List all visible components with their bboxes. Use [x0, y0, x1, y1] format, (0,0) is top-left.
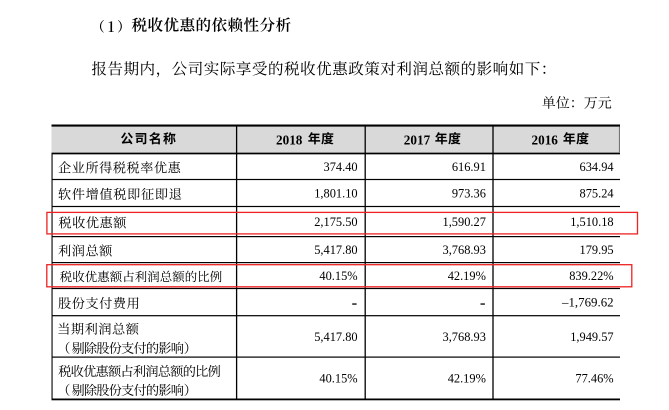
svg-text:374.40: 374.40	[324, 160, 358, 174]
svg-text:40.15%: 40.15%	[319, 372, 357, 386]
svg-text:40.15%: 40.15%	[319, 269, 357, 283]
svg-text:875.24: 875.24	[580, 186, 614, 200]
svg-text:1,510.18: 1,510.18	[570, 215, 613, 229]
svg-text:634.94: 634.94	[580, 160, 614, 174]
svg-text:1,949.57: 1,949.57	[570, 330, 613, 344]
svg-text:2017: 2017	[404, 132, 431, 147]
svg-text:42.19%: 42.19%	[448, 372, 486, 386]
svg-text:–1,769.62: –1,769.62	[561, 295, 614, 309]
svg-text:616.91: 616.91	[452, 160, 486, 174]
svg-text:3,768.93: 3,768.93	[443, 243, 486, 257]
svg-text:2018: 2018	[276, 132, 303, 147]
svg-text:973.36: 973.36	[452, 186, 486, 200]
svg-text:179.95: 179.95	[580, 243, 614, 257]
svg-text:77.46%: 77.46%	[575, 372, 613, 386]
svg-text:42.19%: 42.19%	[448, 269, 486, 283]
svg-text:2,175.50: 2,175.50	[314, 215, 357, 229]
svg-text:839.22%: 839.22%	[569, 269, 613, 283]
svg-text:2016: 2016	[532, 132, 559, 147]
svg-text:3,768.93: 3,768.93	[443, 330, 486, 344]
svg-text:5,417.80: 5,417.80	[314, 243, 357, 257]
svg-text:5,417.80: 5,417.80	[314, 330, 357, 344]
svg-text:1,801.10: 1,801.10	[314, 186, 357, 200]
svg-text:1,590.27: 1,590.27	[443, 215, 486, 229]
